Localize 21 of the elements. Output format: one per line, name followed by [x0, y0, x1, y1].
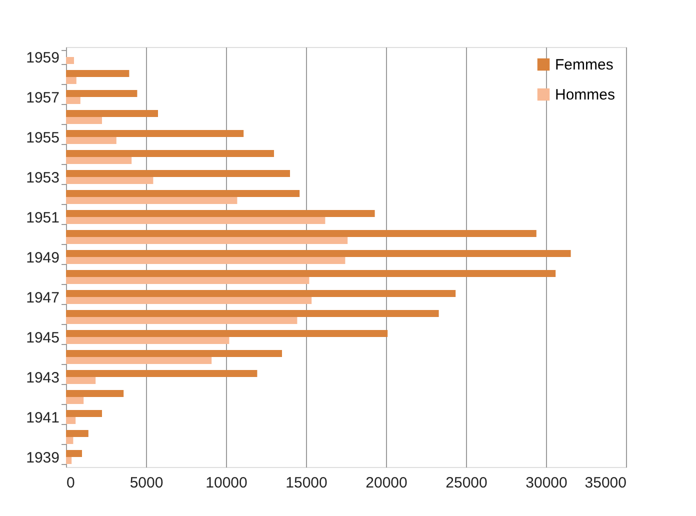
x-tick-label: 30000	[526, 474, 568, 492]
y-tick-label: 1955	[26, 130, 60, 146]
y-tick-label: 1959	[26, 50, 60, 66]
legend-label: Femmes	[555, 56, 614, 74]
y-tick-label: 1949	[26, 250, 60, 266]
x-tick-label: 0	[66, 474, 75, 492]
y-tick-label: 1943	[26, 370, 60, 386]
y-tick-label: 1947	[26, 290, 60, 306]
y-tick-label: 1953	[26, 170, 60, 186]
x-tick-label: 20000	[366, 474, 408, 492]
y-tick-label: 1939	[26, 450, 60, 466]
x-tick-label: 35000	[584, 474, 626, 492]
y-tick-label: 1951	[26, 210, 60, 226]
y-tick-label: 1957	[26, 90, 60, 106]
legend-label: Hommes	[555, 86, 616, 104]
x-tick-label: 25000	[446, 474, 488, 492]
y-tick-label: 1945	[26, 330, 60, 346]
x-tick-label: 5000	[130, 474, 164, 492]
y-tick-label: 1941	[26, 410, 60, 426]
x-tick-label: 15000	[286, 474, 328, 492]
x-tick-label: 10000	[206, 474, 248, 492]
